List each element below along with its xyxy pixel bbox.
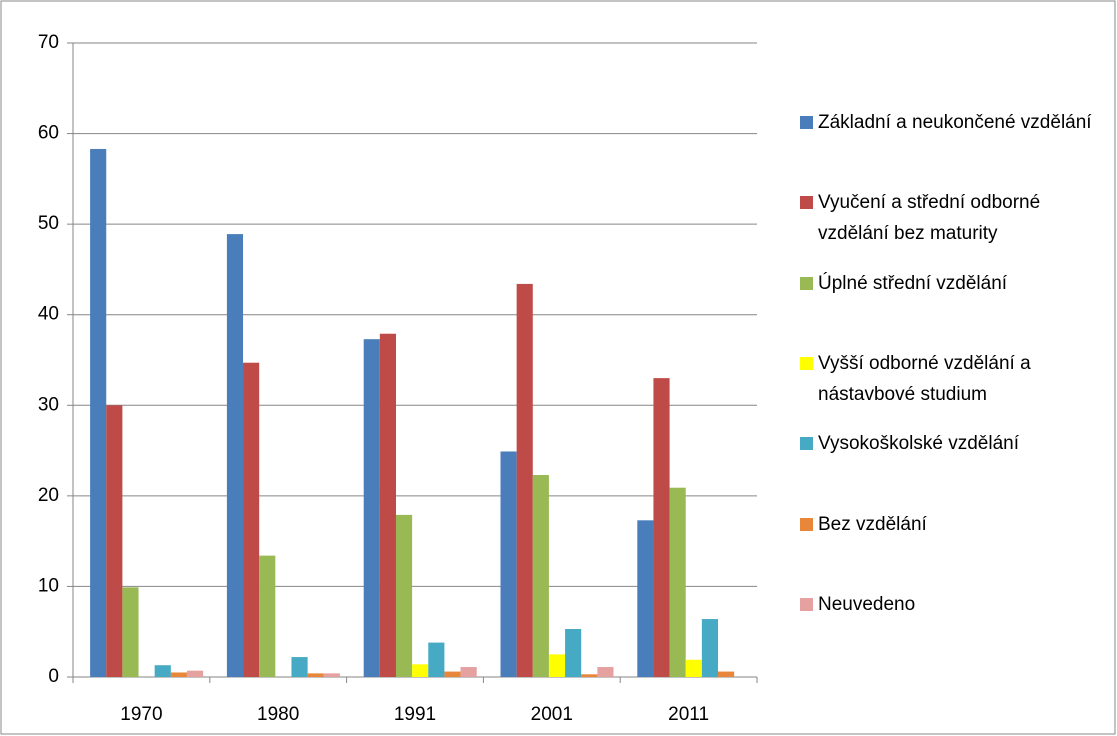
legend-swatch: [800, 597, 813, 611]
bar: [122, 587, 139, 677]
legend-item: Vysokoškolské vzdělání: [800, 428, 1100, 459]
bar: [259, 555, 276, 677]
bar: [685, 659, 702, 677]
legend-item: Bez vzdělání: [800, 509, 1100, 540]
bar: [170, 672, 187, 677]
bar: [226, 234, 244, 677]
legend-item: Vyučení a střední odborné vzdělání bez m…: [800, 187, 1100, 249]
bar: [106, 405, 123, 677]
legend-item: Neuvedeno: [800, 589, 1100, 620]
bar: [428, 642, 445, 677]
bar: [444, 671, 461, 677]
bar: [379, 333, 396, 677]
bar: [669, 487, 686, 677]
bar: [307, 673, 324, 677]
x-tick-label: 1970: [120, 704, 162, 725]
bar: [532, 475, 549, 677]
bar: [363, 339, 380, 677]
y-tick-label: 40: [38, 304, 59, 325]
x-tick-label: 1991: [394, 704, 436, 725]
legend-swatch: [800, 437, 813, 451]
x-tick-label: 2001: [531, 704, 573, 725]
bar: [323, 673, 340, 677]
y-tick-label: 0: [48, 666, 59, 687]
bar: [653, 378, 670, 677]
bar: [395, 514, 413, 677]
bar: [243, 362, 260, 677]
bar: [154, 665, 171, 677]
bar: [548, 654, 566, 677]
y-tick-label: 70: [38, 32, 59, 53]
legend-label: Základní a neukončené vzdělání: [818, 112, 1092, 133]
bar: [412, 664, 429, 677]
legend-label: Vysokoškolské vzdělání: [818, 433, 1020, 455]
bar: [460, 667, 477, 677]
legend-swatch: [800, 116, 813, 129]
y-tick-label: 50: [38, 213, 59, 234]
bar: [597, 667, 614, 677]
bar: [718, 671, 735, 677]
bar: [90, 148, 107, 677]
legend-item: Úplné střední vzdělání: [800, 268, 1100, 299]
bar: [581, 674, 598, 677]
legend-item: Vyšší odborné vzdělání a nástavbové stud…: [800, 348, 1100, 410]
y-tick-label: 30: [38, 394, 59, 415]
legend-swatch: [800, 517, 813, 531]
x-tick-label: 1980: [257, 704, 299, 725]
legend-swatch: [800, 196, 813, 210]
legend-item: Základní a neukončené vzdělání: [800, 107, 1100, 138]
legend-label: Vyučení a střední odborné vzdělání bez m…: [818, 192, 1041, 245]
legend-label: Neuvedeno: [818, 593, 916, 615]
legend-swatch: [800, 276, 813, 290]
legend-label: Úplné střední vzdělání: [818, 272, 1008, 294]
bar: [500, 451, 517, 677]
bar: [565, 628, 582, 677]
bar: [291, 657, 308, 677]
bar: [516, 283, 533, 677]
y-tick-label: 10: [38, 575, 59, 596]
legend-label: Bez vzdělání: [818, 513, 927, 535]
bar: [186, 670, 204, 677]
bar: [637, 520, 654, 677]
x-tick-label: 2011: [668, 704, 709, 725]
legend-swatch: [800, 356, 813, 370]
legend-label: Vyšší odborné vzdělání a nástavbové stud…: [818, 352, 1031, 405]
y-tick-label: 60: [38, 123, 59, 144]
y-tick-label: 20: [38, 485, 59, 506]
bar: [701, 619, 719, 677]
